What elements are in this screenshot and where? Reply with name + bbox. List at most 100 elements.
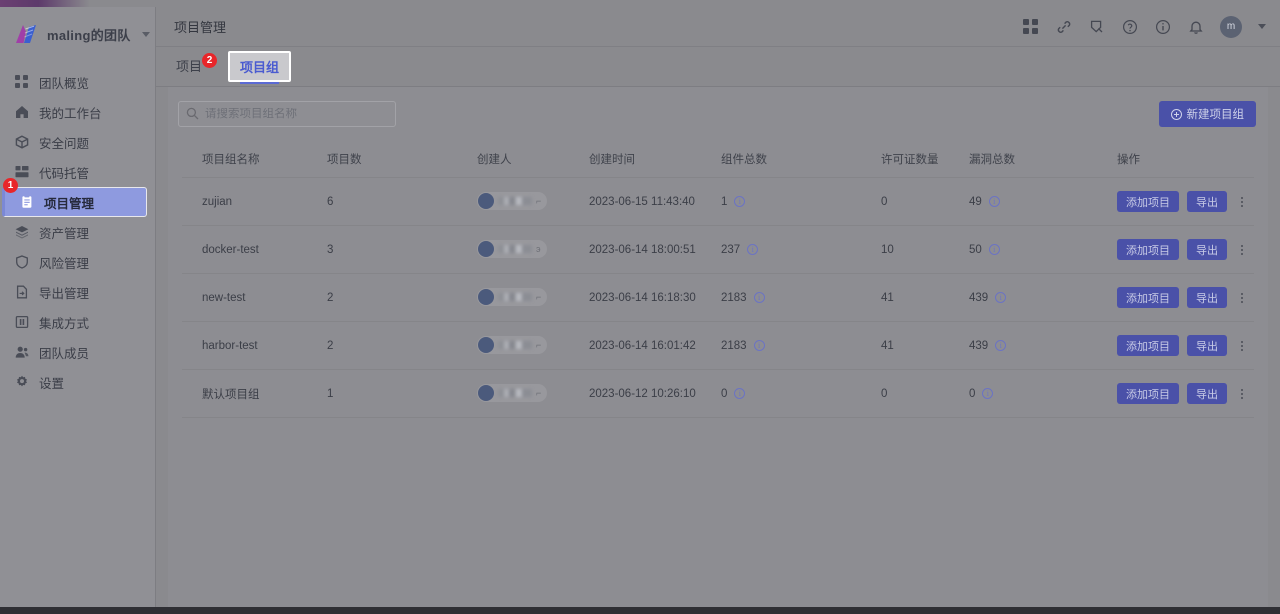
creator-name-redacted bbox=[498, 196, 532, 205]
info-circle-icon[interactable]: i bbox=[995, 292, 1007, 303]
layers-icon bbox=[14, 225, 29, 240]
create-project-group-label: 新建项目组 bbox=[1186, 109, 1245, 121]
column-header-licenses[interactable]: 许可证数量 bbox=[881, 141, 969, 178]
export-button[interactable]: 导出 bbox=[1187, 191, 1227, 212]
avatar[interactable]: m bbox=[1220, 15, 1242, 38]
gear-icon bbox=[14, 375, 29, 390]
info-circle-icon[interactable]: i bbox=[982, 388, 994, 399]
search-box[interactable] bbox=[178, 101, 396, 127]
sidebar-item-risk-management[interactable]: 风险管理 bbox=[0, 247, 151, 277]
export-button[interactable]: 导出 bbox=[1187, 239, 1227, 260]
components-value: 2183 bbox=[721, 291, 747, 304]
column-header-creator[interactable]: 创建人 bbox=[477, 141, 589, 178]
vulnerabilities-value: 49 bbox=[969, 195, 982, 208]
cell-creator: э bbox=[477, 225, 589, 274]
add-project-button[interactable]: 添加项目 bbox=[1117, 239, 1179, 260]
sidebar-item-team-members[interactable]: 团队成员 bbox=[0, 337, 151, 367]
cell-components: 237 i bbox=[721, 225, 881, 274]
top-bar: 项目管理 bbox=[156, 7, 1280, 47]
add-project-button[interactable]: 添加项目 bbox=[1117, 287, 1179, 308]
table-row[interactable]: zujian 6 ⌐ 2023-06-15 11:43:40 bbox=[182, 177, 1254, 226]
kebab-menu-icon[interactable] bbox=[1235, 194, 1249, 210]
sidebar-item-team-overview[interactable]: 团队概览 bbox=[0, 67, 151, 97]
sidebar-item-settings[interactable]: 设置 bbox=[0, 367, 151, 397]
home-icon bbox=[14, 105, 29, 120]
add-project-button[interactable]: 添加项目 bbox=[1117, 335, 1179, 356]
export-button[interactable]: 导出 bbox=[1187, 287, 1227, 308]
table-row[interactable]: harbor-test 2 ⌐ 2023-06-14 16:01:42 bbox=[182, 321, 1254, 370]
vulnerabilities-value: 439 bbox=[969, 291, 989, 304]
tab-bar: 项目 2 项目组 bbox=[156, 47, 1280, 87]
info-circle-icon[interactable]: i bbox=[747, 244, 759, 255]
chevron-down-icon[interactable] bbox=[1258, 24, 1266, 29]
add-project-button[interactable]: 添加项目 bbox=[1117, 383, 1179, 404]
kebab-menu-icon[interactable] bbox=[1235, 386, 1249, 402]
table-row[interactable]: 默认项目组 1 ⌐ 2023-06-12 10:26:10 bbox=[182, 369, 1254, 418]
info-circle-icon[interactable]: i bbox=[753, 340, 765, 351]
creator-name-tail: ⌐ bbox=[536, 339, 542, 350]
tab-project-groups[interactable]: 项目组 bbox=[228, 51, 292, 84]
sidebar-item-asset-management[interactable]: 资产管理 bbox=[0, 217, 151, 247]
info-circle-icon[interactable] bbox=[1154, 18, 1171, 35]
table-row[interactable]: new-test 2 ⌐ 2023-06-14 16:18:30 bbox=[182, 273, 1254, 322]
sidebar-item-code-hosting[interactable]: 代码托管 bbox=[0, 157, 151, 187]
creator-name-redacted bbox=[498, 388, 532, 397]
cell-actions: 添加项目 导出 bbox=[1117, 177, 1254, 226]
apps-grid-icon[interactable] bbox=[1022, 18, 1039, 35]
cell-name: zujian bbox=[182, 177, 327, 226]
rocket-icon[interactable] bbox=[1088, 18, 1105, 35]
sidebar-item-label: 设置 bbox=[39, 376, 65, 391]
add-project-button[interactable]: 添加项目 bbox=[1117, 191, 1179, 212]
tab-projects[interactable]: 项目 2 bbox=[174, 53, 218, 86]
info-circle-icon[interactable]: i bbox=[734, 196, 746, 207]
help-circle-icon[interactable] bbox=[1121, 18, 1138, 35]
sidebar-item-security-issues[interactable]: 安全问题 bbox=[0, 127, 151, 157]
column-header-components[interactable]: 组件总数 bbox=[721, 141, 881, 178]
info-circle-icon[interactable]: i bbox=[988, 244, 1000, 255]
sidebar-item-project-management[interactable]: 1 项目管理 bbox=[2, 178, 147, 217]
info-circle-icon[interactable]: i bbox=[988, 196, 1000, 207]
team-switcher[interactable]: maling的团队 bbox=[0, 7, 155, 61]
cell-actions: 添加项目 导出 bbox=[1117, 369, 1254, 418]
table-row[interactable]: docker-test 3 э 2023-06-14 18:00:51 bbox=[182, 225, 1254, 274]
cell-project-count: 2 bbox=[327, 273, 477, 322]
creator-name-redacted bbox=[498, 292, 532, 301]
components-value: 2183 bbox=[721, 339, 747, 352]
browser-top-strip bbox=[0, 0, 1280, 7]
bell-icon[interactable] bbox=[1187, 18, 1204, 35]
info-circle-icon[interactable]: i bbox=[734, 388, 746, 399]
sidebar-item-label: 资产管理 bbox=[39, 226, 90, 241]
cell-creator: ⌐ bbox=[477, 273, 589, 322]
cell-created-at: 2023-06-14 16:01:42 bbox=[589, 321, 721, 370]
sidebar-item-label: 我的工作台 bbox=[39, 106, 102, 121]
sidebar-item-integration[interactable]: 集成方式 bbox=[0, 307, 151, 337]
server-icon bbox=[14, 165, 29, 180]
cell-name: 默认项目组 bbox=[182, 369, 327, 418]
annotation-badge-1: 1 bbox=[3, 178, 18, 193]
export-button[interactable]: 导出 bbox=[1187, 335, 1227, 356]
cell-vulnerabilities: 439 i bbox=[969, 321, 1117, 370]
cell-created-at: 2023-06-14 16:18:30 bbox=[589, 273, 721, 322]
sidebar-item-export-management[interactable]: 导出管理 bbox=[0, 277, 151, 307]
search-input[interactable] bbox=[205, 108, 387, 120]
column-header-name[interactable]: 项目组名称 bbox=[182, 141, 327, 178]
sidebar-item-my-workbench[interactable]: 我的工作台 bbox=[0, 97, 151, 127]
export-button[interactable]: 导出 bbox=[1187, 383, 1227, 404]
cell-actions: 添加项目 导出 bbox=[1117, 273, 1254, 322]
info-circle-icon[interactable]: i bbox=[753, 292, 765, 303]
column-header-vulnerabilities[interactable]: 漏洞总数 bbox=[969, 141, 1117, 178]
kebab-menu-icon[interactable] bbox=[1235, 242, 1249, 258]
link-icon[interactable] bbox=[1055, 18, 1072, 35]
cell-created-at: 2023-06-14 18:00:51 bbox=[589, 225, 721, 274]
info-circle-icon[interactable]: i bbox=[995, 340, 1007, 351]
cell-components: 1 i bbox=[721, 177, 881, 226]
column-header-created-at[interactable]: 创建时间 bbox=[589, 141, 721, 178]
page-title: 项目管理 bbox=[174, 20, 227, 35]
column-header-project-count[interactable]: 项目数 bbox=[327, 141, 477, 178]
sidebar-item-label: 项目管理 bbox=[44, 196, 95, 211]
file-export-icon bbox=[14, 285, 29, 300]
create-project-group-button[interactable]: 新建项目组 bbox=[1158, 101, 1256, 127]
kebab-menu-icon[interactable] bbox=[1235, 290, 1249, 306]
kebab-menu-icon[interactable] bbox=[1235, 338, 1249, 354]
